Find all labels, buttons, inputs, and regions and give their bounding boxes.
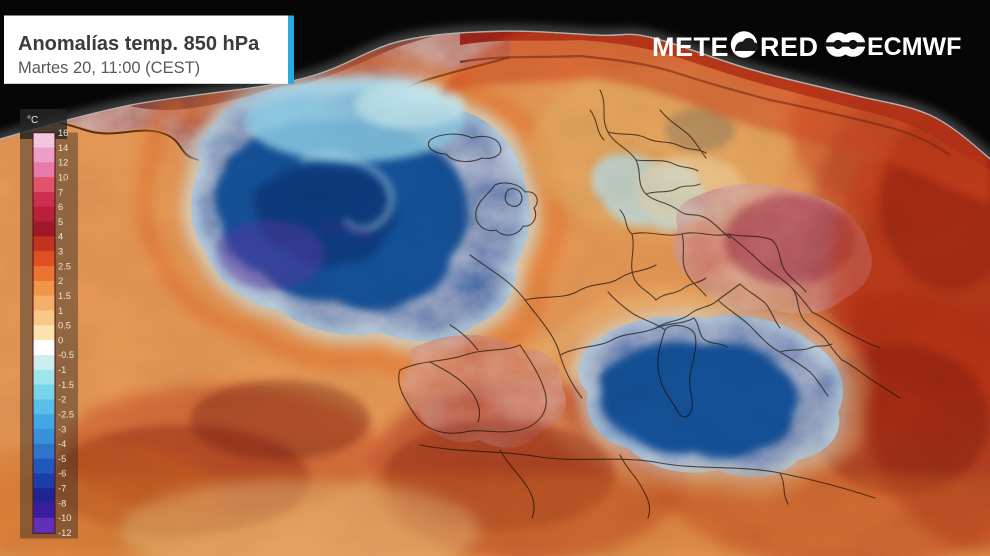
svg-text:-12: -12 <box>58 528 71 538</box>
svg-text:-1: -1 <box>58 365 66 375</box>
svg-text:-2.5: -2.5 <box>58 409 74 419</box>
svg-text:°C: °C <box>27 115 38 126</box>
svg-text:-4: -4 <box>58 439 66 449</box>
svg-text:Anomalías temp. 850 hPa: Anomalías temp. 850 hPa <box>18 33 260 55</box>
svg-text:RED: RED <box>760 32 819 62</box>
svg-text:-1.5: -1.5 <box>58 380 74 390</box>
svg-text:-6: -6 <box>58 469 66 479</box>
svg-text:2.5: 2.5 <box>58 261 71 271</box>
svg-text:10: 10 <box>58 172 68 182</box>
svg-text:-2: -2 <box>58 395 66 405</box>
svg-text:14: 14 <box>58 143 68 153</box>
svg-text:Martes 20, 11:00 (CEST): Martes 20, 11:00 (CEST) <box>18 59 200 77</box>
svg-text:1.5: 1.5 <box>58 291 71 301</box>
svg-text:0.5: 0.5 <box>58 321 71 331</box>
svg-text:0: 0 <box>58 335 63 345</box>
svg-text:-0.5: -0.5 <box>58 350 74 360</box>
svg-text:-7: -7 <box>58 484 66 494</box>
svg-text:1: 1 <box>58 306 63 316</box>
svg-text:16: 16 <box>58 128 68 138</box>
svg-text:ECMWF: ECMWF <box>867 33 961 61</box>
svg-text:4: 4 <box>58 232 63 242</box>
svg-text:6: 6 <box>58 202 63 212</box>
svg-text:12: 12 <box>58 158 68 168</box>
svg-text:-5: -5 <box>58 454 66 464</box>
svg-text:5: 5 <box>58 217 63 227</box>
svg-text:3: 3 <box>58 247 63 257</box>
svg-text:-10: -10 <box>58 513 71 523</box>
svg-text:-8: -8 <box>58 498 66 508</box>
svg-text:-3: -3 <box>58 424 66 434</box>
svg-text:7: 7 <box>58 187 63 197</box>
svg-text:2: 2 <box>58 276 63 286</box>
svg-text:METE: METE <box>652 32 729 62</box>
